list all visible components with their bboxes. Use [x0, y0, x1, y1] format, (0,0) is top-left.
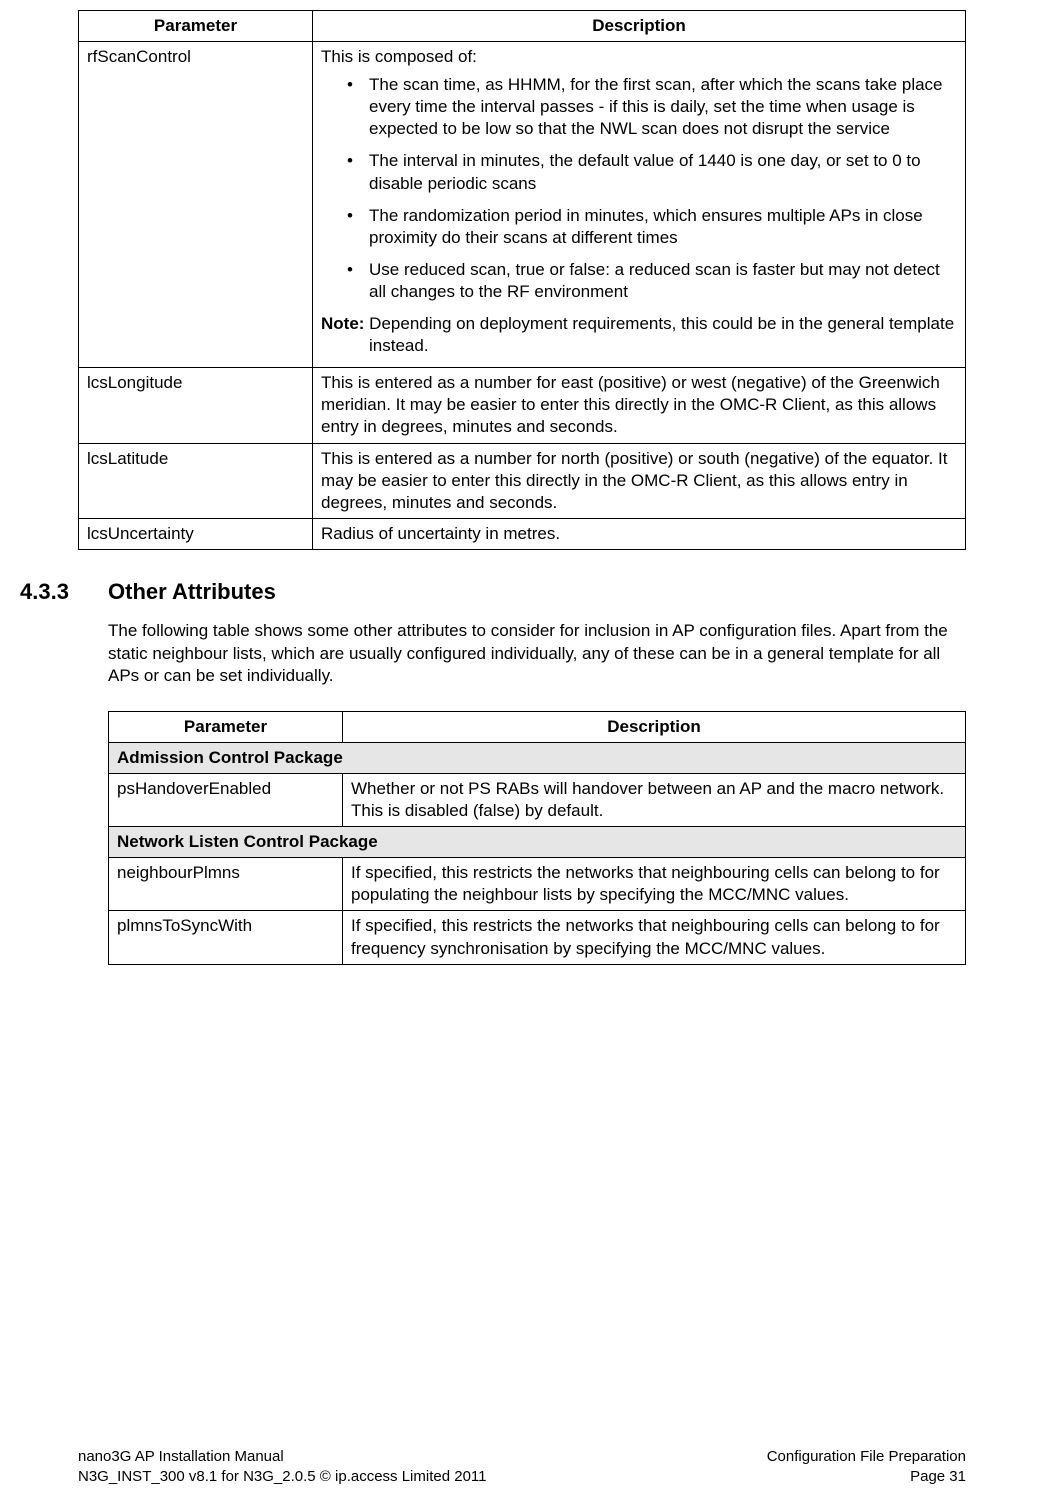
footer-left: nano3G AP Installation Manual N3G_INST_3…	[78, 1447, 487, 1486]
note-label: Note:	[321, 314, 364, 333]
cell-desc: Radius of uncertainty in metres.	[313, 518, 966, 549]
list-item: The randomization period in minutes, whi…	[321, 205, 957, 249]
table-row: rfScanControl This is composed of: The s…	[79, 42, 966, 368]
footer-doc-version: N3G_INST_300 v8.1 for N3G_2.0.5 © ip.acc…	[78, 1467, 487, 1487]
table-row: lcsUncertainty Radius of uncertainty in …	[79, 518, 966, 549]
cell-desc: This is entered as a number for north (p…	[313, 443, 966, 518]
col-header-param: Parameter	[79, 11, 313, 42]
table-row: plmnsToSyncWith If specified, this restr…	[109, 911, 966, 964]
group-label: Admission Control Package	[109, 742, 966, 773]
list-item: Use reduced scan, true or false: a reduc…	[321, 259, 957, 303]
section-heading: 4.3.3 Other Attributes	[78, 578, 966, 607]
col-header-desc: Description	[313, 11, 966, 42]
section-intro: The following table shows some other att…	[108, 620, 966, 686]
list-item: The scan time, as HHMM, for the first sc…	[321, 74, 957, 140]
cell-param: lcsLatitude	[79, 443, 313, 518]
page-footer: nano3G AP Installation Manual N3G_INST_3…	[78, 1447, 966, 1486]
desc-intro: This is composed of:	[321, 46, 957, 68]
section-title: Other Attributes	[108, 578, 276, 607]
col-header-desc: Description	[343, 711, 966, 742]
section-number: 4.3.3	[20, 578, 108, 607]
table-parameters-1: Parameter Description rfScanControl This…	[78, 10, 966, 550]
table-row: psHandoverEnabled Whether or not PS RABs…	[109, 773, 966, 826]
table-header-row: Parameter Description	[109, 711, 966, 742]
table-group-row: Admission Control Package	[109, 742, 966, 773]
list-item: The interval in minutes, the default val…	[321, 150, 957, 194]
table-row: lcsLatitude This is entered as a number …	[79, 443, 966, 518]
table-parameters-2: Parameter Description Admission Control …	[108, 711, 966, 965]
cell-desc: This is entered as a number for east (po…	[313, 368, 966, 443]
cell-param: lcsLongitude	[79, 368, 313, 443]
cell-desc: If specified, this restricts the network…	[343, 858, 966, 911]
table-group-row: Network Listen Control Package	[109, 827, 966, 858]
cell-param: rfScanControl	[79, 42, 313, 368]
cell-desc: Whether or not PS RABs will handover bet…	[343, 773, 966, 826]
cell-param: psHandoverEnabled	[109, 773, 343, 826]
footer-section: Configuration File Preparation	[767, 1447, 966, 1467]
footer-right: Configuration File Preparation Page 31	[767, 1447, 966, 1486]
cell-param: neighbourPlmns	[109, 858, 343, 911]
cell-desc: If specified, this restricts the network…	[343, 911, 966, 964]
desc-bullet-list: The scan time, as HHMM, for the first sc…	[321, 74, 957, 303]
footer-doc-title: nano3G AP Installation Manual	[78, 1447, 487, 1467]
table-row: neighbourPlmns If specified, this restri…	[109, 858, 966, 911]
table-row: lcsLongitude This is entered as a number…	[79, 368, 966, 443]
cell-param: lcsUncertainty	[79, 518, 313, 549]
cell-desc: This is composed of: The scan time, as H…	[313, 42, 966, 368]
group-label: Network Listen Control Package	[109, 827, 966, 858]
cell-param: plmnsToSyncWith	[109, 911, 343, 964]
table-header-row: Parameter Description	[79, 11, 966, 42]
col-header-param: Parameter	[109, 711, 343, 742]
note-text: Depending on deployment requirements, th…	[364, 314, 954, 355]
desc-note: Note: Depending on deployment requiremen…	[321, 313, 957, 357]
footer-page-number: Page 31	[767, 1467, 966, 1487]
